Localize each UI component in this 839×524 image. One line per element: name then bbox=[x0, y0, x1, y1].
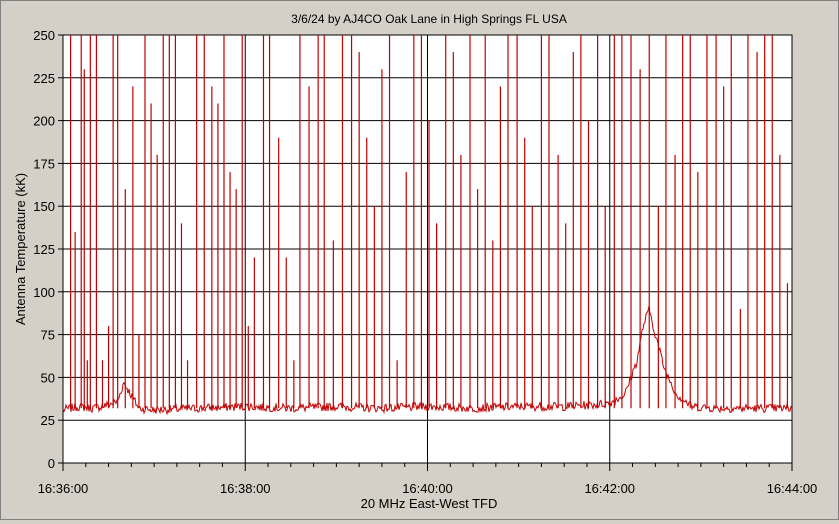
grid-lines bbox=[63, 35, 792, 463]
y-tick-label: 50 bbox=[41, 370, 55, 385]
baseline-series bbox=[62, 305, 793, 416]
x-axis: 16:36:00 16:38:00 16:40:00 16:42:00 16:44:00 bbox=[38, 463, 818, 496]
y-tick-label: 250 bbox=[33, 28, 55, 43]
y-tick-label: 225 bbox=[33, 71, 55, 86]
y-tick-label: 150 bbox=[33, 199, 55, 214]
x-tick-label: 16:40:00 bbox=[402, 481, 453, 496]
x-axis-label: 20 MHz East-West TFD bbox=[361, 496, 498, 511]
y-tick-label: 200 bbox=[33, 114, 55, 129]
y-tick-label: 25 bbox=[41, 413, 55, 428]
y-tick-label: 125 bbox=[33, 242, 55, 257]
x-tick-label: 16:44:00 bbox=[767, 481, 818, 496]
y-tick-label: 100 bbox=[33, 285, 55, 300]
y-tick-label: 0 bbox=[48, 456, 55, 471]
x-tick-label: 16:38:00 bbox=[220, 481, 271, 496]
y-axis: 0 25 50 75 100 125 150 175 200 225 250 bbox=[33, 28, 63, 471]
x-tick-label: 16:42:00 bbox=[584, 481, 635, 496]
x-tick-label: 16:36:00 bbox=[38, 481, 89, 496]
spike-series bbox=[69, 35, 789, 409]
y-axis-label: Antenna Temperature (kK) bbox=[13, 173, 28, 325]
y-tick-label: 75 bbox=[41, 328, 55, 343]
y-tick-label: 175 bbox=[33, 156, 55, 171]
baseline-trace bbox=[62, 305, 793, 416]
chart-title: 3/6/24 by AJ4CO Oak Lane in High Springs… bbox=[291, 12, 567, 26]
